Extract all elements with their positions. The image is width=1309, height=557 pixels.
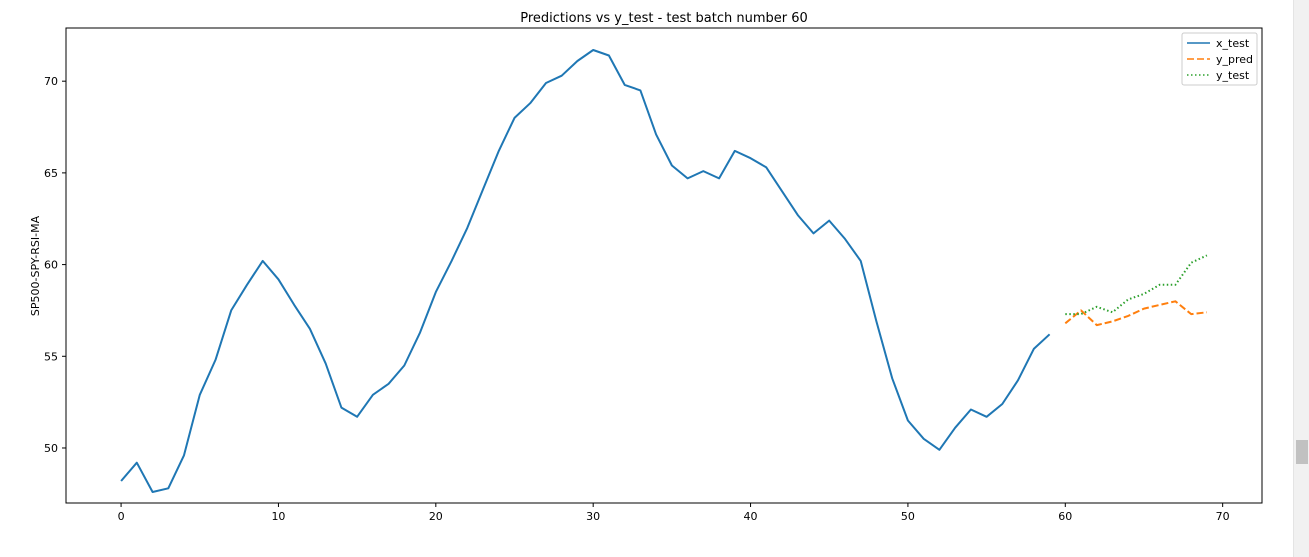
x-tick-label: 40 xyxy=(744,510,758,523)
series-line-y-test xyxy=(1065,254,1208,316)
x-tick-label: 0 xyxy=(118,510,125,523)
x-tick-label: 20 xyxy=(429,510,443,523)
y-tick-label: 60 xyxy=(44,259,58,272)
y-axis-label: SP500-SPY-RSI-MA xyxy=(29,215,42,316)
y-tick-label: 55 xyxy=(44,350,58,363)
x-tick-label: 30 xyxy=(586,510,600,523)
plot-area xyxy=(120,49,1208,493)
x-tick-label: 50 xyxy=(901,510,915,523)
y-axis: 50 55 60 65 70 xyxy=(44,75,66,455)
legend: x_test y_pred y_test xyxy=(1181,32,1258,86)
x-tick-label: 10 xyxy=(271,510,285,523)
plot-frame xyxy=(65,27,1263,504)
legend-label-y-pred: y_pred xyxy=(1216,53,1253,66)
series-line-x-test xyxy=(120,49,1051,493)
legend-box xyxy=(1181,32,1258,86)
legend-label-y-test: y_test xyxy=(1216,69,1250,82)
x-tick-label: 60 xyxy=(1058,510,1072,523)
series-line-y-pred xyxy=(1064,300,1208,327)
page-scrollbar[interactable] xyxy=(1293,0,1309,557)
legend-label-x-test: x_test xyxy=(1216,37,1250,50)
y-tick-label: 50 xyxy=(44,442,58,455)
chart-title: Predictions vs y_test - test batch numbe… xyxy=(520,11,808,26)
y-tick-label: 65 xyxy=(44,167,58,180)
x-tick-label: 70 xyxy=(1216,510,1230,523)
y-tick-label: 70 xyxy=(44,75,58,88)
x-axis: 0 10 20 30 40 50 60 70 xyxy=(118,503,1230,523)
scrollbar-thumb[interactable] xyxy=(1296,440,1308,464)
